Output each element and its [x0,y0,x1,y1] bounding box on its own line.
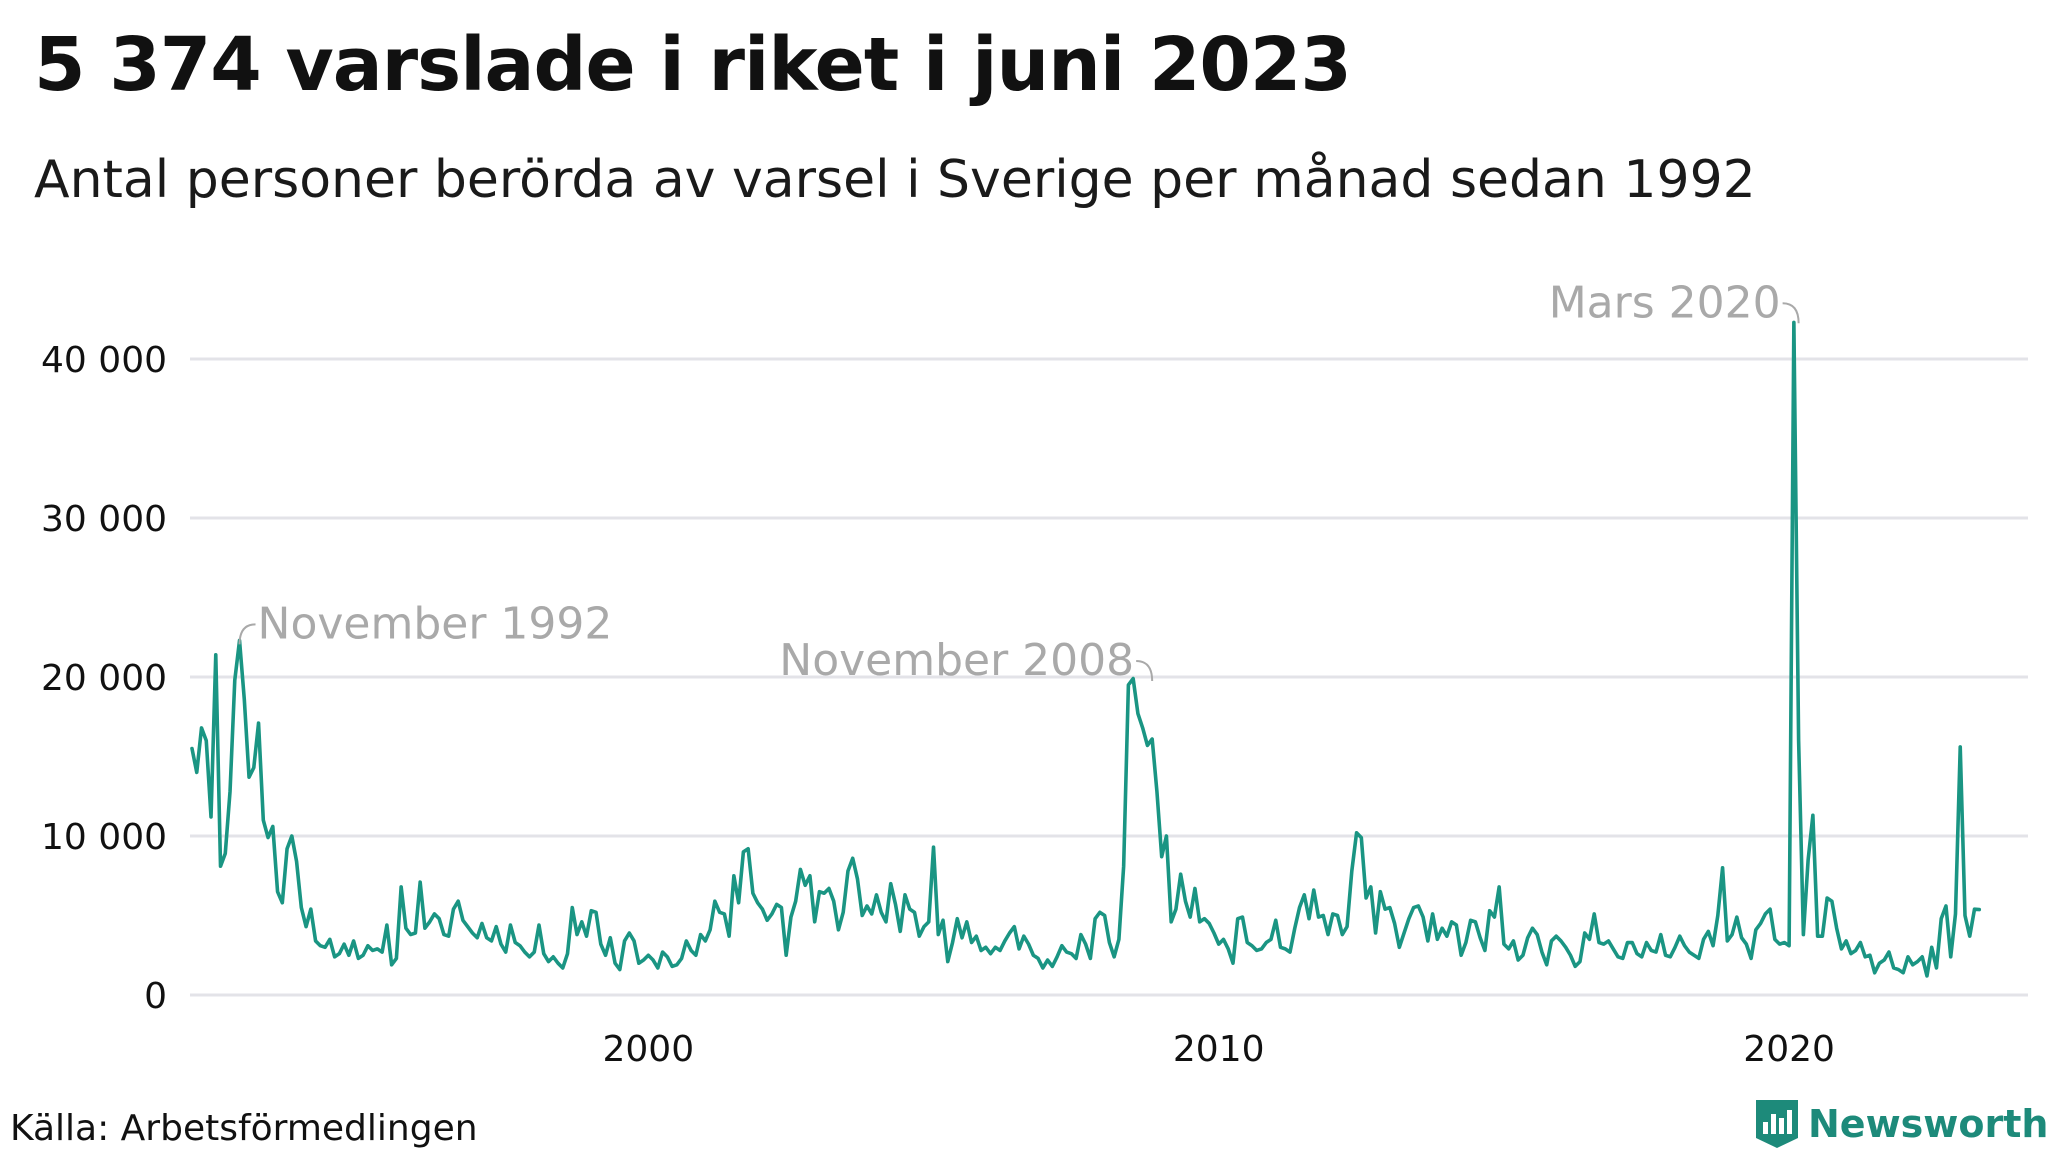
y-tick-label: 40 000 [41,340,167,381]
y-tick-label: 20 000 [41,658,167,699]
line-chart: 0 10 000 20 000 30 000 40 000 2000 2010 2020 N… [41,277,2028,1070]
annotation-label: November 2008 [779,635,1134,686]
y-tick-label: 0 [144,976,167,1017]
y-axis-tick-labels: 0 10 000 20 000 30 000 40 000 [41,340,167,1017]
newsworthy-logo-icon [1756,1100,1798,1148]
annotations: November 1992 November 2008 Mars 2020 [238,277,1800,686]
y-tick-label: 10 000 [41,817,167,858]
chart-title: 5 374 varslade i riket i juni 2023 [34,22,1352,108]
chart-subtitle: Antal personer berörda av varsel i Sveri… [34,150,1756,210]
x-axis-tick-labels: 2000 2010 2020 [603,1029,1835,1070]
annotation-connector [1136,660,1154,682]
y-tick-label: 30 000 [41,499,167,540]
annotation-label: Mars 2020 [1549,277,1781,328]
series-line [190,320,1982,978]
x-tick-label: 2000 [603,1029,695,1070]
series-layer [190,320,1982,978]
annotation-connector [238,623,256,645]
newsworthy-logo[interactable]: Newsworthy [1754,1098,2048,1150]
logo-text: Newsworthy [1808,1102,2048,1146]
source-note: Källa: Arbetsförmedlingen [10,1108,478,1149]
annotation-label: November 1992 [258,598,613,649]
x-tick-label: 2020 [1743,1029,1835,1070]
x-tick-label: 2010 [1173,1029,1265,1070]
gridlines [190,357,2028,997]
annotation-connector [1782,302,1800,324]
